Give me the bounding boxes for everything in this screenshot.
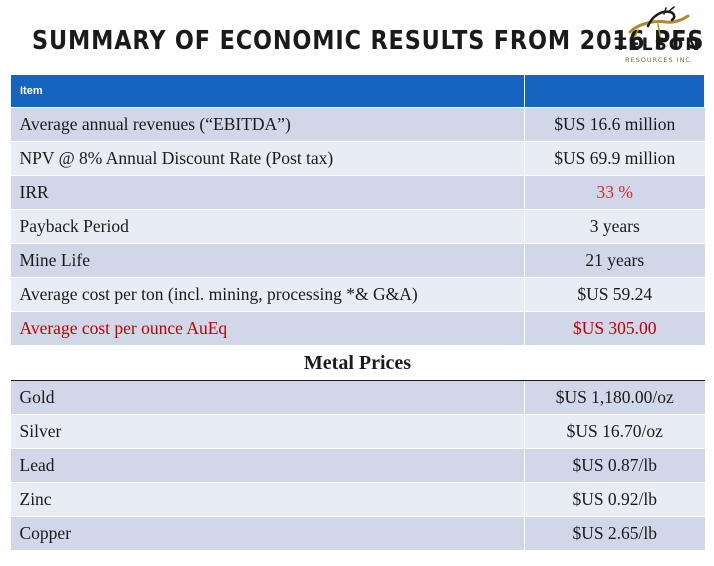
metal-price: $US 0.92/lb (524, 482, 705, 517)
row-label: Payback Period (10, 209, 525, 244)
page-title: SUMMARY OF ECONOMIC RESULTS FROM 2016 PF… (32, 26, 705, 56)
metal-prices-section-row: Metal Prices (10, 345, 705, 381)
table-row: Silver $US 16.70/oz (10, 414, 705, 449)
row-value: $US 69.9 million (524, 141, 705, 176)
row-label-highlight: Average cost per ounce AuEq (10, 311, 525, 346)
table-header-row: Item (10, 74, 705, 108)
table-row: Average cost per ounce AuEq $US 305.00 (10, 311, 705, 346)
table-row: Copper $US 2.65/lb (10, 516, 705, 551)
table-row: Lead $US 0.87/lb (10, 448, 705, 483)
metal-label: Copper (10, 516, 525, 551)
metal-label: Lead (10, 448, 525, 483)
header-item-cell: Item (10, 74, 525, 108)
logo-subtitle: RESOURCES INC (625, 56, 691, 64)
row-label: Average annual revenues (“EBITDA”) (10, 107, 525, 142)
table-row: NPV @ 8% Annual Discount Rate (Post tax)… (10, 141, 705, 176)
telson-logo: TELSON RESOURCES INC (608, 6, 708, 68)
row-label: NPV @ 8% Annual Discount Rate (Post tax) (10, 141, 525, 176)
economic-results-table: Item Average annual revenues (“EBITDA”) … (10, 74, 705, 551)
irr-value: 33 % (524, 175, 705, 210)
row-label: Average cost per ton (incl. mining, proc… (10, 277, 525, 312)
metal-prices-heading: Metal Prices (10, 345, 705, 381)
row-value: $US 16.6 million (524, 107, 705, 142)
metal-label: Zinc (10, 482, 525, 517)
row-value: 21 years (524, 243, 705, 278)
logo-wordmark: TELSON (614, 35, 702, 55)
metal-label: Gold (10, 380, 525, 415)
row-value: 3 years (524, 209, 705, 244)
header-value-cell (524, 74, 705, 108)
table-row: Mine Life 21 years (10, 243, 705, 278)
row-label: Mine Life (10, 243, 525, 278)
metal-price: $US 2.65/lb (524, 516, 705, 551)
metal-price: $US 0.87/lb (524, 448, 705, 483)
table-row: Average cost per ton (incl. mining, proc… (10, 277, 705, 312)
table-row: Payback Period 3 years (10, 209, 705, 244)
row-label: IRR (10, 175, 525, 210)
table-row: Average annual revenues (“EBITDA”) $US 1… (10, 107, 705, 142)
row-value-highlight: $US 305.00 (524, 311, 705, 346)
table-row: Gold $US 1,180.00/oz (10, 380, 705, 415)
metal-label: Silver (10, 414, 525, 449)
table-row: IRR 33 % (10, 175, 705, 210)
metal-price: $US 1,180.00/oz (524, 380, 705, 415)
metal-price: $US 16.70/oz (524, 414, 705, 449)
row-value: $US 59.24 (524, 277, 705, 312)
table-row: Zinc $US 0.92/lb (10, 482, 705, 517)
horse-emblem-icon (628, 6, 690, 39)
